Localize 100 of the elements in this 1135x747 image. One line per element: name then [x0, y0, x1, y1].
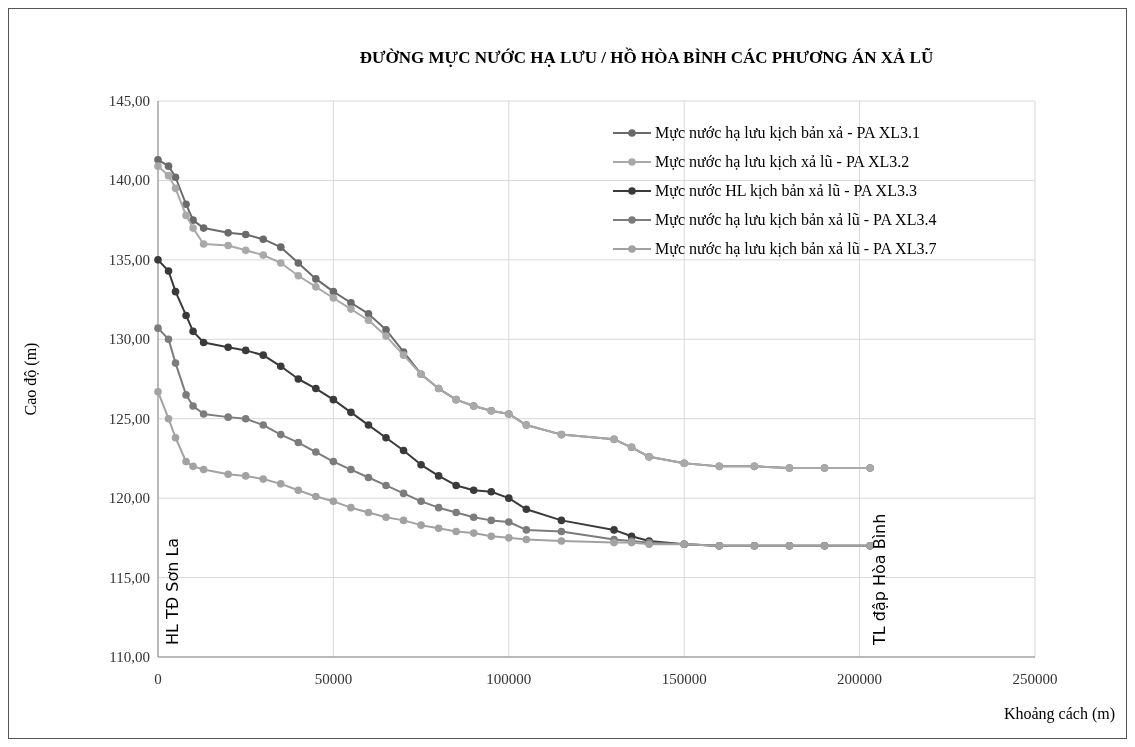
x-tick-label: 250000	[1012, 671, 1058, 687]
point	[241, 346, 250, 355]
legend-label: Mực nước hạ lưu kịch bản xả - PA XL3.1	[655, 124, 920, 141]
annotation: TL đập Hòa Bình	[870, 513, 889, 646]
y-axis-title: Cao độ (m)	[22, 342, 40, 416]
point	[154, 324, 162, 332]
point	[171, 433, 180, 442]
chart-title: ĐƯỜNG MỰC NƯỚC HẠ LƯU / HỒ HÒA BÌNH CÁC PHƯƠNG ÁN XẢ LŨ	[359, 47, 934, 67]
x-tick-label: 100000	[486, 671, 532, 687]
point	[347, 503, 355, 512]
point	[224, 241, 232, 250]
point	[522, 535, 531, 544]
point	[241, 414, 250, 423]
point	[276, 362, 285, 371]
point	[312, 492, 320, 501]
x-tick-label: 50000	[314, 671, 353, 687]
point	[557, 537, 566, 545]
point	[224, 229, 232, 237]
point	[171, 359, 180, 367]
point	[276, 480, 285, 488]
point	[469, 513, 478, 522]
legend-label: Mực nước hạ lưu kịch bản xả lũ - PA XL3.4	[655, 211, 937, 228]
point	[312, 384, 320, 393]
point	[294, 271, 303, 280]
point	[294, 375, 303, 383]
point	[417, 460, 425, 469]
point	[164, 414, 173, 423]
y-tick-label: 125,00	[108, 410, 150, 427]
point	[259, 421, 268, 429]
point	[312, 275, 320, 283]
point	[164, 267, 173, 275]
point	[434, 524, 443, 533]
point	[505, 534, 513, 542]
point	[189, 224, 197, 232]
point	[164, 335, 173, 344]
point	[382, 513, 390, 522]
x-tick-label: 150000	[661, 671, 707, 687]
point	[276, 430, 285, 439]
point	[364, 473, 373, 482]
point	[171, 287, 180, 296]
point	[199, 465, 208, 474]
y-tick-label: 145,00	[108, 93, 150, 109]
point	[399, 516, 408, 525]
point	[182, 391, 190, 399]
point	[610, 526, 618, 534]
point	[382, 433, 390, 442]
point	[329, 395, 338, 404]
point	[182, 311, 190, 320]
legend-label: Mực nước hạ lưu kịch xả lũ - PA XL3.2	[655, 153, 910, 170]
point	[189, 462, 197, 471]
point	[505, 494, 513, 502]
point	[417, 521, 425, 529]
point	[294, 438, 303, 447]
point	[505, 518, 513, 526]
point	[469, 486, 478, 494]
point	[154, 256, 162, 264]
point	[154, 162, 162, 170]
x-tick-label: 0	[154, 671, 162, 687]
point	[199, 410, 208, 418]
point	[241, 230, 250, 239]
point	[347, 305, 355, 313]
y-tick-label: 110,00	[109, 649, 150, 665]
point	[241, 472, 250, 480]
point	[182, 457, 190, 466]
point	[224, 470, 232, 479]
point	[224, 413, 232, 421]
point	[259, 351, 268, 359]
point	[364, 421, 373, 429]
point	[199, 240, 208, 248]
point	[312, 283, 320, 291]
y-tick-label: 140,00	[108, 172, 150, 189]
x-axis-title: Khoảng cách (m)	[1003, 705, 1115, 723]
point	[329, 294, 338, 302]
point	[557, 527, 566, 536]
point	[182, 200, 190, 209]
point	[171, 184, 180, 193]
point	[154, 387, 162, 396]
point	[347, 465, 355, 474]
point	[259, 251, 268, 259]
point	[154, 155, 162, 164]
point	[189, 216, 197, 224]
point	[364, 316, 373, 325]
y-tick-label: 120,00	[108, 490, 150, 507]
point	[199, 338, 208, 347]
x-tick-label: 200000	[837, 671, 883, 687]
point	[452, 527, 460, 536]
point	[452, 481, 460, 490]
point	[171, 173, 180, 182]
point	[347, 408, 355, 417]
point	[189, 327, 197, 336]
point	[399, 446, 408, 455]
point	[329, 457, 338, 466]
point	[382, 481, 390, 490]
point	[364, 508, 373, 517]
point	[452, 508, 460, 517]
point	[399, 489, 408, 498]
point	[557, 516, 566, 525]
y-tick-label: 130,00	[108, 331, 150, 348]
point	[434, 503, 443, 512]
point	[417, 497, 425, 506]
